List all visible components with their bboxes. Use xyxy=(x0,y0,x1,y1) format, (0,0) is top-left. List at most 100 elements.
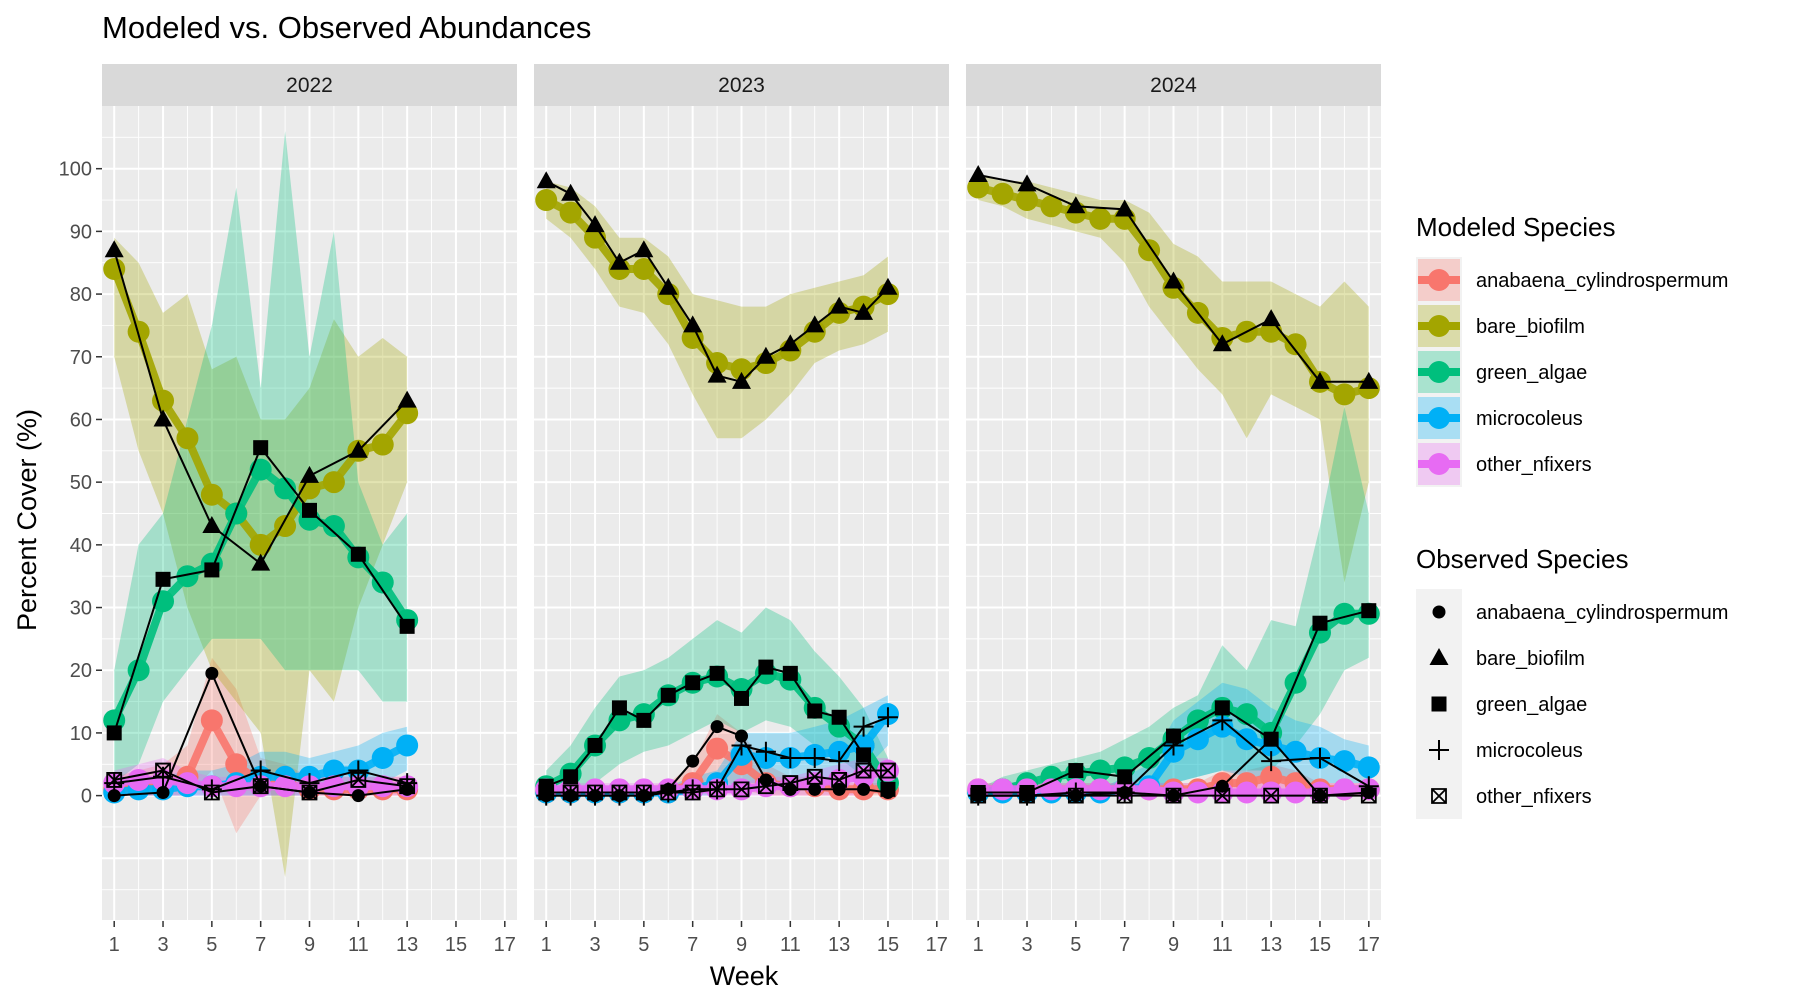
ribbon-green-algae xyxy=(114,131,408,784)
modeled-point xyxy=(1235,781,1258,804)
observed-point xyxy=(880,762,896,779)
modeled-point xyxy=(298,477,321,500)
y-tick-label: 100 xyxy=(59,159,92,181)
legend-label-bare-biofilm: bare_biofilm xyxy=(1476,648,1585,670)
observed-point xyxy=(856,747,872,763)
modeled-point xyxy=(1333,750,1356,773)
observed-point xyxy=(1214,700,1230,716)
modeled-point xyxy=(1260,765,1283,788)
observed-point xyxy=(104,240,124,258)
observed-point xyxy=(587,784,603,801)
observed-point xyxy=(1116,787,1133,804)
y-tick-label: 20 xyxy=(70,660,92,682)
modeled-point xyxy=(371,433,394,456)
modeled-point xyxy=(322,515,345,538)
observed-point xyxy=(709,665,725,681)
observed-point xyxy=(563,769,579,785)
observed-point xyxy=(1358,776,1379,797)
legend-marker-microcoleus xyxy=(1429,740,1449,760)
x-axis-label: Week xyxy=(710,961,779,991)
observed-point xyxy=(758,778,774,795)
legend-point-swatch xyxy=(1428,269,1450,291)
x-tick-label: 11 xyxy=(1212,934,1233,956)
observed-point xyxy=(397,390,417,408)
y-tick-label: 30 xyxy=(70,598,92,620)
ribbon-microcoleus xyxy=(546,695,888,796)
legend-marker-bare-biofilm xyxy=(1429,648,1449,665)
x-tick-label: 7 xyxy=(255,934,266,956)
legend-label-green-algae: green_algae xyxy=(1476,362,1587,384)
facet-strip-label: 2022 xyxy=(286,74,333,97)
x-tick-label: 17 xyxy=(926,934,948,956)
legend-marker-green-algae xyxy=(1431,696,1447,712)
observed-point xyxy=(561,183,581,201)
modeled-point xyxy=(1357,756,1380,779)
observed-point xyxy=(204,562,220,578)
x-tick-label: 3 xyxy=(1021,934,1032,956)
modeled-point xyxy=(1089,759,1112,782)
y-tick-label: 90 xyxy=(70,221,92,243)
modeled-point xyxy=(152,389,175,412)
modeled-point xyxy=(1089,207,1112,230)
facet-strip xyxy=(966,64,1381,106)
observed-point xyxy=(857,782,871,796)
observed-point xyxy=(968,164,988,182)
observed-point xyxy=(831,772,848,788)
x-tick-label: 5 xyxy=(206,934,217,956)
observed-point xyxy=(252,778,269,795)
modeled-point xyxy=(396,734,419,757)
observed-point xyxy=(585,215,605,233)
observed-point xyxy=(107,789,121,803)
x-tick-label: 7 xyxy=(1119,934,1130,956)
observed-point xyxy=(350,772,367,788)
observed-point xyxy=(1310,371,1330,389)
x-tick-label: 13 xyxy=(1260,934,1282,956)
observed-point xyxy=(301,784,318,801)
modeled-point xyxy=(535,189,558,212)
modeled-point xyxy=(225,775,248,798)
y-tick-label: 0 xyxy=(81,786,92,808)
legend-modeled-title: Modeled Species xyxy=(1416,212,1615,242)
observed-point xyxy=(758,659,774,675)
facet-strip-label: 2024 xyxy=(1150,74,1197,97)
observed-point xyxy=(707,365,727,383)
modeled-point xyxy=(225,502,248,525)
x-tick-label: 15 xyxy=(877,934,899,956)
observed-point xyxy=(1117,769,1133,785)
modeled-point xyxy=(200,709,223,732)
x-tick-label: 3 xyxy=(589,934,600,956)
observed-point xyxy=(153,409,173,427)
observed-point xyxy=(202,516,222,534)
modeled-point xyxy=(1040,195,1063,218)
legend-point-swatch xyxy=(1428,315,1450,337)
observed-point xyxy=(205,666,219,680)
facet-strip xyxy=(534,64,949,106)
observed-point xyxy=(351,789,365,803)
observed-point xyxy=(780,334,800,352)
observed-point xyxy=(683,315,703,333)
observed-point xyxy=(709,781,725,798)
observed-point xyxy=(106,725,122,741)
legend-observed-title: Observed Species xyxy=(1416,544,1628,574)
observed-point xyxy=(1212,710,1233,731)
observed-point xyxy=(685,675,701,691)
observed-point xyxy=(250,760,271,781)
x-tick-label: 5 xyxy=(638,934,649,956)
observed-point xyxy=(611,784,628,801)
modeled-point xyxy=(1333,778,1356,801)
observed-point xyxy=(804,748,825,768)
modeled-point xyxy=(706,352,729,375)
x-tick-label: 13 xyxy=(828,934,850,956)
observed-point xyxy=(1360,787,1377,804)
modeled-point xyxy=(1284,781,1307,804)
observed-point xyxy=(877,707,898,728)
observed-point xyxy=(348,440,368,458)
ribbon-bare-biofilm xyxy=(546,181,888,439)
observed-point xyxy=(1312,787,1328,804)
x-tick-label: 17 xyxy=(494,934,516,956)
x-tick-label: 15 xyxy=(1309,934,1331,956)
y-tick-label: 40 xyxy=(70,535,92,557)
modeled-point xyxy=(1138,239,1161,262)
